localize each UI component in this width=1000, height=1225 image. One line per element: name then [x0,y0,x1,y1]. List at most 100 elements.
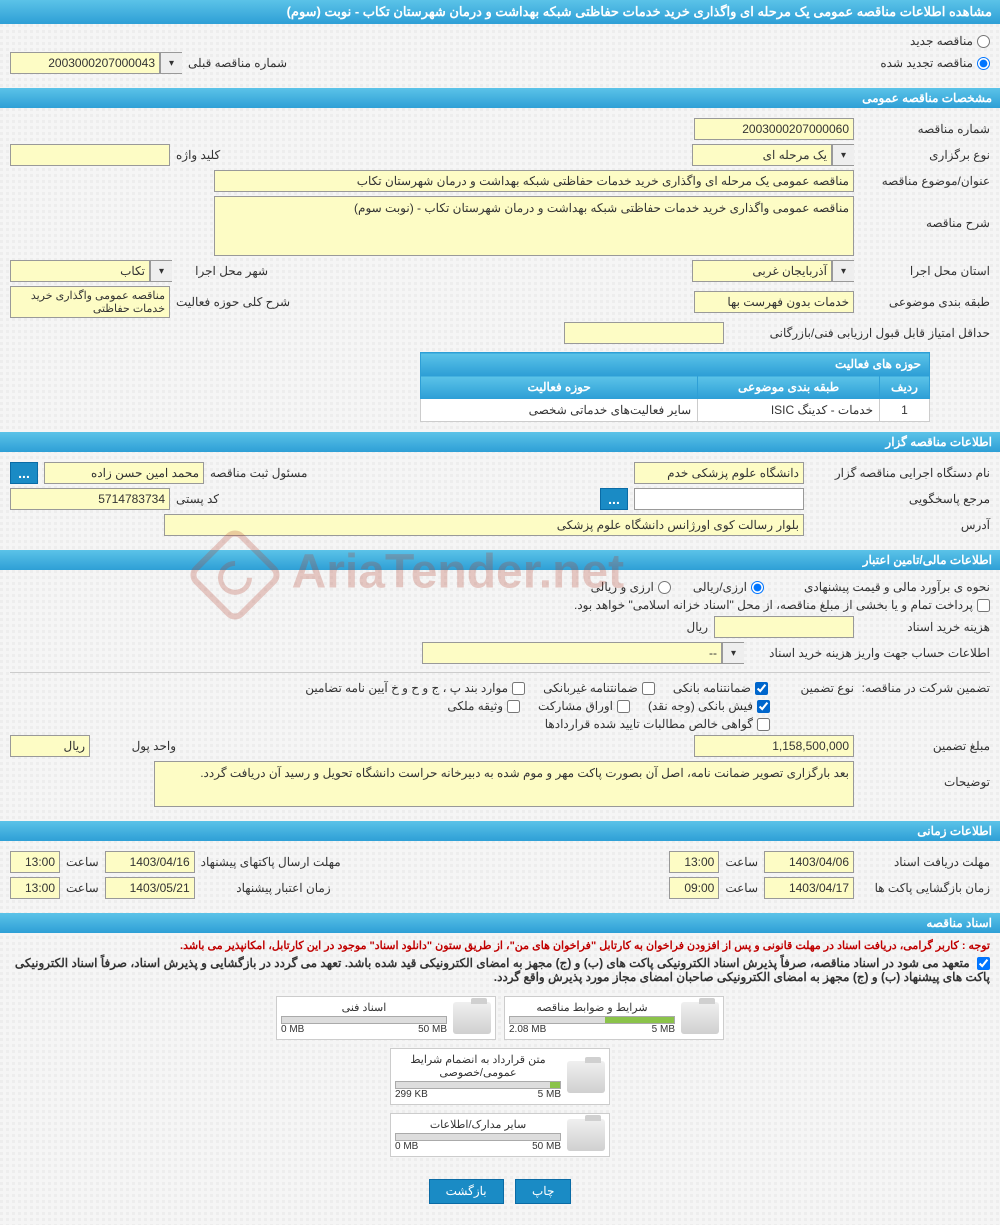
send-deadline-label: مهلت ارسال پاکتهای پیشنهاد [201,855,341,869]
account-info-label: اطلاعات حساب جهت واریز هزینه خرید اسناد [750,646,990,660]
category-label: طبقه بندی موضوعی [860,295,990,309]
chevron-down-icon[interactable]: ▾ [832,144,854,166]
postal-label: کد پستی [176,492,219,506]
cb-regulation[interactable]: موارد بند پ ، ج و ح و خ آیین نامه تضامین [305,681,525,695]
col-row: ردیف [880,376,930,399]
activity-scope-label: شرح کلی حوزه فعالیت [176,295,290,309]
subject-label: عنوان/موضوع مناقصه [860,174,990,188]
opening-date[interactable]: 1403/04/17 [764,877,854,899]
docs-block: توجه : کاربر گرامی، دریافت اسناد در مهلت… [0,933,1000,1167]
commitment-checkbox[interactable] [977,957,990,970]
folder-icon [567,1119,605,1151]
activity-scope-field: مناقصه عمومی واگذاری خرید خدمات حفاظتی [10,286,170,318]
chevron-down-icon[interactable]: ▾ [832,260,854,282]
estimate-label: نحوه ی برآورد مالی و قیمت پیشنهادی [770,580,990,594]
guarantee-label: تضمین شرکت در مناقصه: [860,681,990,695]
type-label: نوع برگزاری [860,148,990,162]
folder-icon [681,1002,719,1034]
document-item[interactable]: متن قرارداد به انضمام شرایط عمومی/خصوصی … [390,1048,610,1105]
unit-field: ریال [10,735,90,757]
financial-block: نحوه ی برآورد مالی و قیمت پیشنهادی ارزی/… [0,570,1000,817]
responder-field[interactable] [634,488,804,510]
time-block: مهلت دریافت اسناد 1403/04/06 ساعت 13:00 … [0,841,1000,909]
guarantee-type-label: نوع تضمین [774,681,854,695]
keyword-label: کلید واژه [176,148,220,162]
cb-nonbank[interactable]: ضمانتنامه غیربانکی [543,681,655,695]
ellipsis-button[interactable]: ... [10,462,38,484]
validity-label: زمان اعتبار پیشنهاد [201,881,331,895]
postal-field: 5714783734 [10,488,170,510]
document-item[interactable]: سایر مدارک/اطلاعات 0 MB50 MB [390,1113,610,1157]
chevron-down-icon[interactable]: ▾ [150,260,172,282]
cb-property[interactable]: وثیقه ملکی [447,699,520,713]
cb-cash[interactable]: فیش بانکی (وجه نقد) [648,699,770,713]
page-title: مشاهده اطلاعات مناقصه عمومی یک مرحله ای … [287,4,992,19]
cb-bonds[interactable]: اوراق مشارکت [538,699,630,713]
page-title-bar: مشاهده اطلاعات مناقصه عمومی یک مرحله ای … [0,0,1000,24]
prev-tender-select[interactable]: 2003000207000043 [10,52,160,74]
type-select[interactable]: یک مرحله ای [692,144,832,166]
activity-table: حوزه های فعالیت ردیف طبقه بندی موضوعی حو… [420,352,930,422]
table-row: 1 خدمات - کدینگ ISIC سایر فعالیت‌های خدم… [421,399,930,422]
radio-fx-rial[interactable]: ارزی/ریالی [693,580,764,594]
radio-fx-both[interactable]: ارزی و ریالی [591,580,671,594]
notes-textarea[interactable]: بعد بارگزاری تصویر ضمانت نامه، اصل آن بص… [154,761,854,807]
min-score-label: حداقل امتیاز قابل قبول ارزیابی فنی/بازرگ… [730,326,990,340]
docs-grid: شرایط و ضوابط مناقصه 2.08 MB5 MB اسناد ف… [10,992,990,1161]
province-select[interactable]: آذربایجان غربی [692,260,832,282]
folder-icon [567,1061,605,1093]
doc-cost-field[interactable] [714,616,854,638]
province-label: استان محل اجرا [860,264,990,278]
tenderer-block: نام دستگاه اجرایی مناقصه گزار دانشگاه عل… [0,452,1000,546]
receive-time[interactable]: 13:00 [669,851,719,873]
receive-deadline-label: مهلت دریافت اسناد [860,855,990,869]
radio-new-tender[interactable]: مناقصه جدید [910,34,990,48]
footer-buttons: چاپ بازگشت [0,1167,1000,1216]
cb-bank-guarantee[interactable]: ضمانتنامه بانکی [673,681,768,695]
category-field: خدمات بدون فهرست بها [694,291,854,313]
document-item[interactable]: شرایط و ضوابط مناقصه 2.08 MB5 MB [504,996,724,1040]
opening-time[interactable]: 09:00 [669,877,719,899]
guarantee-amount-field[interactable]: 1,158,500,000 [694,735,854,757]
cb-net-claims[interactable]: گواهی خالص مطالبات تایید شده قراردادها [545,717,770,731]
address-field[interactable]: بلوار رسالت کوی اورژانس دانشگاه علوم پزش… [164,514,804,536]
registrar-label: مسئول ثبت مناقصه [210,466,307,480]
section-financial-header: اطلاعات مالی/تامین اعتبار [0,550,1000,570]
general-block: شماره مناقصه 2003000207000060 نوع برگزار… [0,108,1000,428]
document-item[interactable]: اسناد فنی 0 MB50 MB [276,996,496,1040]
opening-label: زمان بازگشایی پاکت ها [860,881,990,895]
subject-field[interactable]: مناقصه عمومی یک مرحله ای واگذاری خرید خد… [214,170,854,192]
chevron-down-icon[interactable]: ▾ [160,52,182,74]
doc-title: اسناد فنی [281,1001,447,1014]
keyword-field[interactable] [10,144,170,166]
progress-bar [395,1133,561,1141]
section-docs-header: اسناد مناقصه [0,913,1000,933]
radio-renewed-tender[interactable]: مناقصه تجدید شده [880,56,990,70]
notes-label: توضیحات [860,761,990,789]
unit-label: واحد پول [96,739,176,753]
treasury-checkbox[interactable]: پرداخت تمام و یا بخشی از مبلغ مناقصه، از… [574,598,990,612]
progress-bar [395,1081,561,1089]
validity-date[interactable]: 1403/05/21 [105,877,195,899]
docs-notice: توجه : کاربر گرامی، دریافت اسناد در مهلت… [10,939,990,952]
progress-bar [281,1016,447,1024]
city-select[interactable]: تکاب [10,260,150,282]
doc-cost-label: هزینه خرید اسناد [860,620,990,634]
activity-table-title: حوزه های فعالیت [421,353,930,376]
responder-label: مرجع پاسخگویی [810,492,990,506]
desc-textarea[interactable]: مناقصه عمومی واگذاری خرید خدمات حفاظتی ش… [214,196,854,256]
print-button[interactable]: چاپ [515,1179,571,1204]
receive-date[interactable]: 1403/04/06 [764,851,854,873]
doc-title: سایر مدارک/اطلاعات [395,1118,561,1131]
validity-time[interactable]: 13:00 [10,877,60,899]
send-time[interactable]: 13:00 [10,851,60,873]
account-select[interactable]: -- [422,642,722,664]
back-button[interactable]: بازگشت [429,1179,504,1204]
send-date[interactable]: 1403/04/16 [105,851,195,873]
min-score-field[interactable] [564,322,724,344]
registrar-field: محمد امین حسن زاده [44,462,204,484]
ellipsis-button[interactable]: ... [600,488,628,510]
chevron-down-icon[interactable]: ▾ [722,642,744,664]
prev-tender-label: شماره مناقصه قبلی [188,56,287,70]
doc-title: شرایط و ضوابط مناقصه [509,1001,675,1014]
